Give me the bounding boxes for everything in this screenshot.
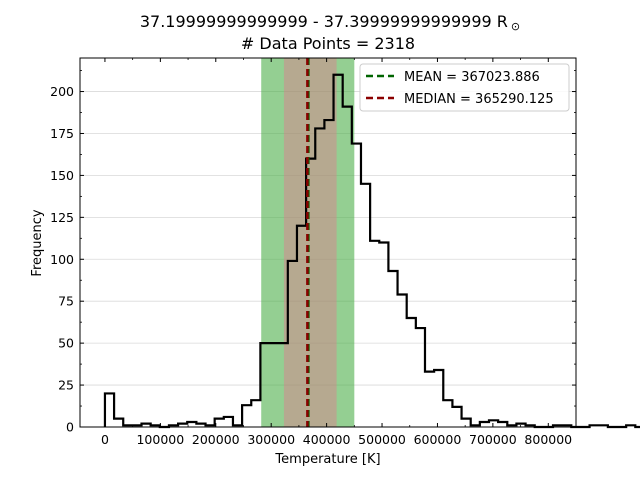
legend: MEAN = 367023.886 MEDIAN = 365290.125 [359,63,570,112]
x-axis-ticks: 0 100000 200000 300000 400000 500000 600000 700… [101,58,572,447]
x-tick-label: 800000 [524,432,572,447]
y-tick-label: 25 [58,378,74,393]
y-axis-label: Frequency [30,209,45,276]
histogram-step-line [103,73,640,429]
x-tick-label: 300000 [247,432,295,447]
x-tick-label: 600000 [414,432,462,447]
legend-box [359,63,570,112]
x-tick-label: 100000 [136,432,184,447]
x-tick-label: 500000 [358,432,406,447]
y-tick-label: 100 [50,252,74,267]
inner-band [283,58,337,427]
x-tick-label: 400000 [303,432,351,447]
x-tick-label: 200000 [192,432,240,447]
title-line-1: 37.19999999999999 - 37.39999999999999 R ⊙ [140,12,520,33]
y-tick-label: 125 [50,210,74,225]
stat-lines [306,58,310,427]
title-line-2: # Data Points = 2318 [241,34,415,53]
x-tick-label: 0 [101,432,109,447]
plot-frame [79,57,577,428]
y-tick-label: 150 [50,168,74,183]
histogram-outline [103,73,640,429]
y-axis-ticks: 0 25 50 75 100 125 150 175 200 [50,70,576,435]
y-tick-label: 50 [58,336,74,351]
y-tick-label: 175 [50,126,74,141]
x-tick-label: 700000 [469,432,517,447]
y-tick-label: 0 [66,420,74,435]
chart-title: 37.19999999999999 - 37.39999999999999 R ⊙… [140,12,520,53]
x-axis-label: Temperature [K] [274,452,380,467]
y-tick-label: 75 [58,294,74,309]
y-tick-label: 200 [50,84,74,99]
legend-label-mean: MEAN = 367023.886 [404,70,540,85]
legend-label-median: MEDIAN = 365290.125 [404,92,554,107]
